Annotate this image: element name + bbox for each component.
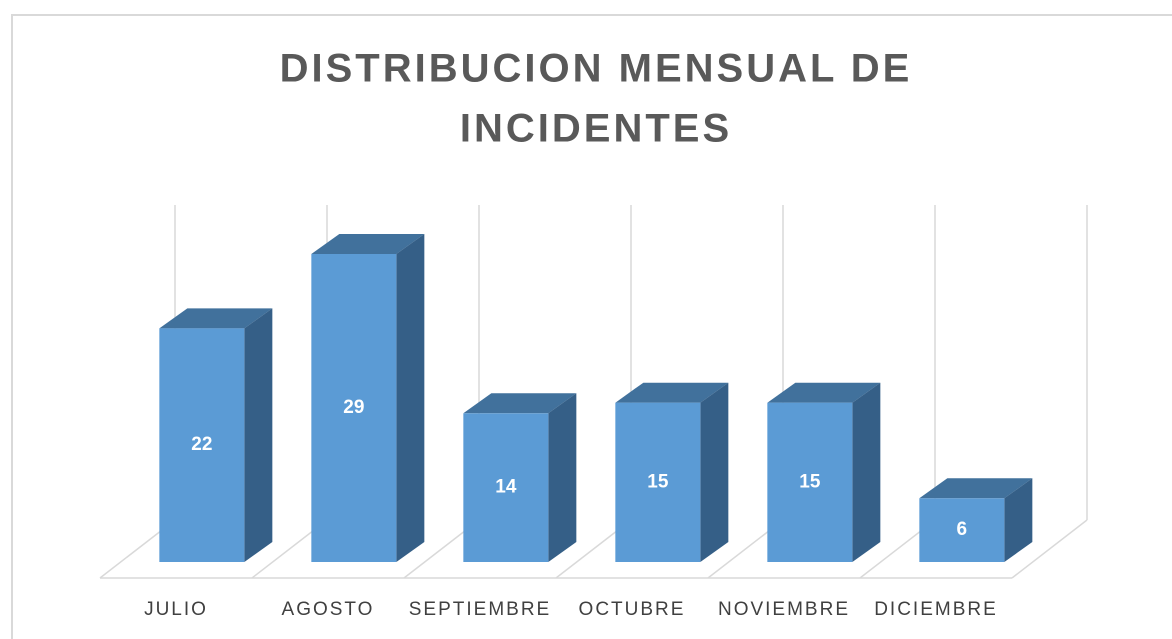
bar	[311, 254, 397, 562]
chart-title: INCIDENTES	[460, 107, 732, 151]
bar-side	[548, 393, 577, 562]
bar-top	[463, 393, 577, 414]
x-tick-label: SEPTIEMBRE	[409, 599, 551, 620]
bar	[919, 498, 1005, 562]
bar-top	[615, 382, 729, 403]
x-tick-label: NOVIEMBRE	[718, 599, 850, 620]
x-tick-label: AGOSTO	[282, 599, 375, 620]
x-tick-label: OCTUBRE	[579, 599, 686, 620]
bar-side	[396, 234, 425, 562]
data-label: 29	[343, 397, 364, 418]
bar	[615, 402, 701, 562]
bar-top	[311, 234, 425, 254]
bar-side	[700, 382, 729, 562]
data-label: 6	[957, 519, 968, 540]
bar-top	[767, 382, 881, 403]
bar-side	[852, 382, 881, 562]
data-label: 15	[647, 471, 669, 492]
bar	[767, 402, 853, 562]
bar-side	[244, 308, 273, 562]
bar	[463, 413, 549, 562]
x-tick-label: DICIEMBRE	[874, 599, 998, 620]
bar-top	[159, 308, 273, 329]
floor-line	[1011, 519, 1088, 579]
bar-side	[1004, 478, 1033, 562]
x-tick-label: JULIO	[144, 599, 208, 620]
data-label: 22	[191, 434, 212, 455]
data-label: 15	[799, 471, 821, 492]
bar-top	[919, 478, 1033, 499]
bar	[159, 328, 245, 562]
data-label: 14	[495, 477, 517, 498]
chart-title: DISTRIBUCION MENSUAL DE	[280, 47, 913, 91]
